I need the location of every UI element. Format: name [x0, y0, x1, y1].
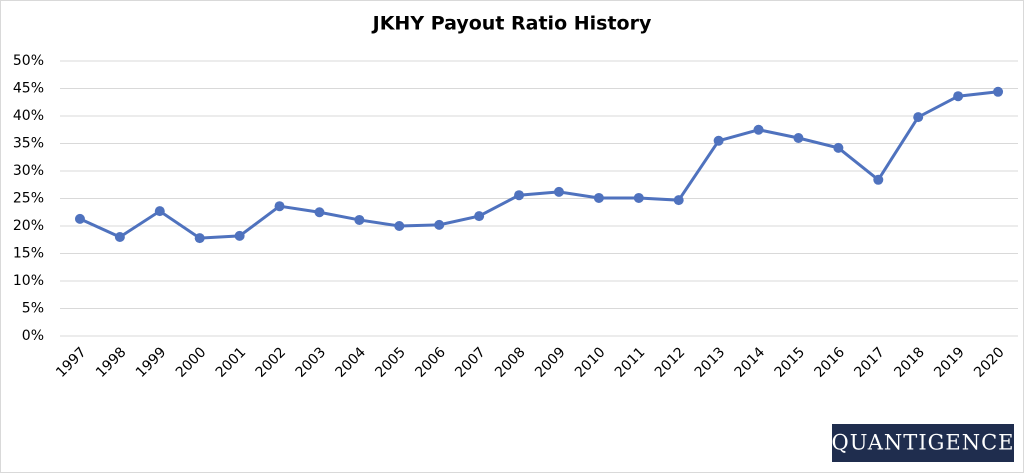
point: [793, 133, 804, 143]
point: [993, 86, 1004, 97]
point: [953, 91, 964, 102]
y-tick-label: 15%: [13, 246, 44, 262]
watermark-box: [832, 424, 1014, 462]
y-tick-label: 20%: [13, 218, 44, 234]
y-tick-label: 45%: [13, 81, 44, 97]
point: [234, 230, 245, 241]
watermark: QUANTIGENCE: [832, 431, 1015, 455]
point: [154, 206, 165, 217]
point: [74, 213, 85, 224]
point: [474, 211, 485, 222]
point: [194, 233, 205, 244]
point: [713, 135, 724, 146]
y-tick-label: 30%: [13, 163, 44, 179]
point: [314, 207, 325, 218]
point: [514, 190, 525, 201]
point: [873, 174, 884, 185]
y-tick-label: 0%: [22, 328, 44, 344]
y-tick-label: 10%: [13, 273, 44, 289]
point: [753, 124, 764, 135]
y-tick-label: 40%: [13, 108, 44, 124]
y-tick-label: 5%: [22, 301, 44, 317]
point: [274, 201, 285, 212]
point: [394, 221, 405, 231]
point: [913, 112, 924, 123]
point: [354, 214, 365, 225]
point: [633, 192, 644, 203]
point: [673, 195, 684, 206]
y-tick-label: 35%: [13, 136, 44, 152]
chart-title: JKHY Payout Ratio History: [371, 13, 652, 35]
point: [114, 232, 125, 242]
y-tick-label: 25%: [13, 191, 44, 207]
point: [593, 192, 604, 203]
point: [434, 219, 445, 230]
point: [833, 142, 844, 153]
line: [79, 90, 999, 240]
y-tick-label: 50%: [13, 53, 44, 69]
point: [553, 186, 564, 197]
